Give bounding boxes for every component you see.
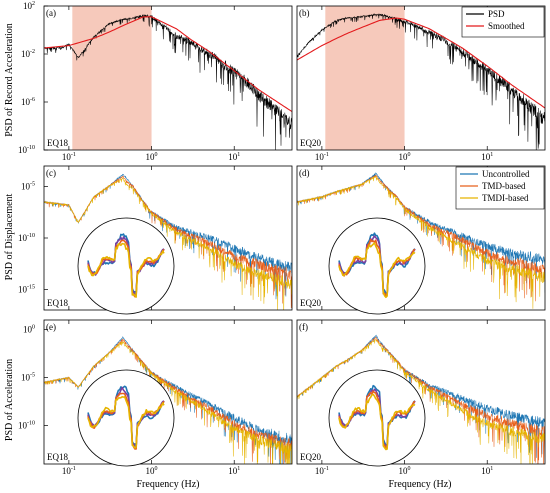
x-tick-label: 101: [481, 466, 493, 476]
zoom-inset-curves: [87, 233, 165, 298]
plot-frame: [43, 5, 293, 151]
plot-frame: [296, 5, 546, 151]
x-tick-label: 100: [399, 466, 411, 476]
series-group: [297, 172, 545, 309]
earthquake-label: EQ20: [300, 298, 321, 308]
y-tick-label: 102: [23, 1, 35, 11]
zoom-inset-circle: [328, 369, 426, 467]
series-tmdi-based: [297, 339, 545, 464]
panel-label: (f): [299, 322, 308, 332]
panel-b: 10-1 100 101 (b) EQ20 PSD Smoothed: [296, 5, 546, 162]
legend-entry: PSD: [488, 9, 505, 19]
series-tmdi-based: [44, 177, 292, 310]
y-tick-label: 10-6: [21, 97, 35, 107]
series-smoothed: [297, 17, 545, 109]
zoom-inset-curves: [338, 232, 416, 299]
x-tick-label: 100: [146, 466, 158, 476]
legend-entry: Uncontrolled: [482, 169, 530, 179]
zoom-inset-bg: [329, 370, 425, 466]
ylabel-row-3: PSD of Acceleration: [4, 359, 15, 441]
shaded-band: [325, 6, 405, 150]
earthquake-label: EQ20: [300, 452, 321, 462]
x-tick-label: 10-1: [315, 152, 329, 162]
panel-a: 10-1 100 101 102 10-2 10-6 10-10 (a) EQ18: [18, 1, 293, 162]
legend-entry: TMD-based: [482, 181, 526, 191]
zoom-curve: [87, 242, 165, 298]
earthquake-label: EQ20: [300, 138, 321, 148]
zoom-inset-bg: [329, 218, 425, 314]
zoom-inset-circle: [328, 217, 426, 315]
series-tmdi-based: [297, 176, 545, 309]
shaded-band: [72, 6, 152, 150]
panel-f: 10-1 100 101 (f) EQ20: [296, 319, 546, 476]
zoom-inset-circle: [77, 217, 175, 315]
x-tick-label: 10-1: [62, 466, 76, 476]
zoom-inset-curves: [338, 384, 416, 451]
series-group: [297, 13, 545, 150]
ylabel-row-2: PSD of Displacement: [4, 193, 15, 280]
ylabel-row-1: PSD of Record Acceleration: [4, 23, 15, 137]
series-group: [44, 336, 292, 464]
panel-label: (d): [299, 168, 310, 178]
x-tick-label: 101: [228, 152, 240, 162]
zoom-curve: [338, 242, 416, 299]
panel-label: (a): [46, 8, 56, 18]
zoom-curve: [87, 396, 165, 449]
zoom-inset-bg: [78, 218, 174, 314]
y-tick-label: 100: [23, 325, 35, 335]
legend: PSD Smoothed: [461, 6, 545, 38]
xlabel-right: Frequency (Hz): [388, 479, 451, 490]
x-tick-label: 101: [481, 152, 493, 162]
series-uncontrolled: [44, 336, 292, 464]
zoom-inset-circle: [77, 369, 175, 467]
earthquake-label: EQ18: [47, 452, 68, 462]
y-tick-label: 10-10: [18, 145, 35, 155]
x-tick-label: 10-1: [315, 466, 329, 476]
series-group: [44, 14, 292, 150]
plot-frame: [43, 319, 293, 465]
x-tick-label: 10-1: [62, 152, 76, 162]
y-tick-label: 10-5: [21, 182, 35, 192]
panel-label: (c): [46, 168, 56, 178]
series-group: [297, 334, 545, 464]
y-tick-label: 10-10: [18, 421, 35, 431]
panel-c: 10-5 10-10 10-15 (c) EQ18: [18, 165, 293, 315]
panel-label: (b): [299, 8, 310, 18]
legend: Uncontrolled TMD-based TMDI-based: [455, 166, 545, 210]
legend-entry: TMDI-based: [482, 193, 529, 203]
plot-frame: [296, 319, 546, 465]
panel-e: 10-1 100 101 100 10-5 10-10 (e) EQ18: [18, 319, 293, 476]
x-tick-label: 101: [228, 466, 240, 476]
panel-label: (e): [46, 322, 56, 332]
y-tick-label: 10-10: [18, 233, 35, 243]
zoom-inset-bg: [78, 370, 174, 466]
series-smoothed: [44, 16, 292, 113]
series-tmdi-based: [44, 341, 292, 464]
zoom-curve: [338, 393, 416, 451]
x-tick-label: 100: [399, 152, 411, 162]
y-tick-label: 10-2: [21, 49, 35, 59]
legend-entry: Smoothed: [488, 21, 525, 31]
xlabel-left: Frequency (Hz): [136, 479, 199, 490]
panel-d: (d) EQ20 Uncontrolled TMD-based TMDI-based: [296, 165, 546, 315]
x-tick-label: 100: [146, 152, 158, 162]
series-group: [44, 173, 292, 310]
earthquake-label: EQ18: [47, 138, 68, 148]
plot-frame: [296, 165, 546, 311]
legend-box: [461, 6, 545, 38]
y-tick-label: 10-5: [21, 373, 35, 383]
zoom-inset-curves: [87, 385, 165, 450]
series-psd: [44, 14, 292, 150]
series-psd: [297, 13, 545, 150]
earthquake-label: EQ18: [47, 298, 68, 308]
y-tick-label: 10-15: [18, 284, 35, 294]
